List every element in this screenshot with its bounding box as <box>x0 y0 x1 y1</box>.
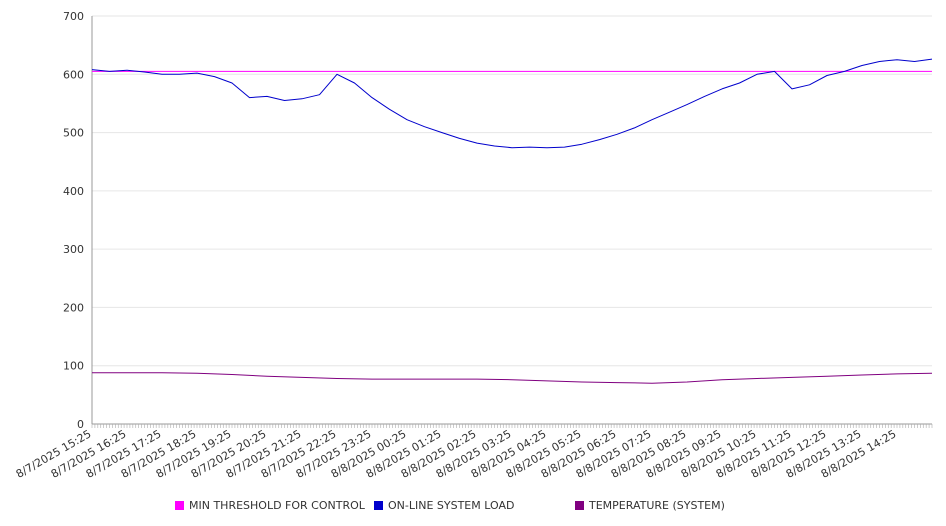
y-tick-label: 0 <box>77 418 84 431</box>
y-tick-label: 100 <box>63 360 84 373</box>
legend-label: TEMPERATURE (SYSTEM) <box>589 499 725 512</box>
legend-swatch <box>374 501 383 510</box>
y-tick-label: 300 <box>63 243 84 256</box>
y-tick-label: 600 <box>63 68 84 81</box>
y-tick-labels: 0 100 200 300 400 500 600 700 <box>63 10 84 431</box>
legend-label: ON-LINE SYSTEM LOAD <box>388 499 515 512</box>
legend-swatch <box>575 501 584 510</box>
x-tick-labels: 8/7/2025 15:258/7/2025 16:258/7/2025 17:… <box>14 427 899 481</box>
x-minor-ticks <box>91 424 933 428</box>
legend-item: TEMPERATURE (SYSTEM) <box>575 499 725 512</box>
y-tick-label: 200 <box>63 301 84 314</box>
legend-item: ON-LINE SYSTEM LOAD <box>374 499 514 512</box>
series-line <box>91 58 933 149</box>
legend-swatch <box>175 501 184 510</box>
gridlines <box>92 15 932 367</box>
axes <box>91 16 932 425</box>
y-tick-label: 700 <box>63 10 84 23</box>
legend: MIN THRESHOLD FOR CONTROL ON-LINE SYSTEM … <box>0 499 946 513</box>
legend-label: MIN THRESHOLD FOR CONTROL <box>189 499 365 512</box>
series-lines <box>91 58 933 384</box>
y-tick-label: 400 <box>63 185 84 198</box>
y-tick-label: 500 <box>63 127 84 140</box>
legend-item: MIN THRESHOLD FOR CONTROL <box>175 499 365 512</box>
series-line <box>92 372 933 384</box>
